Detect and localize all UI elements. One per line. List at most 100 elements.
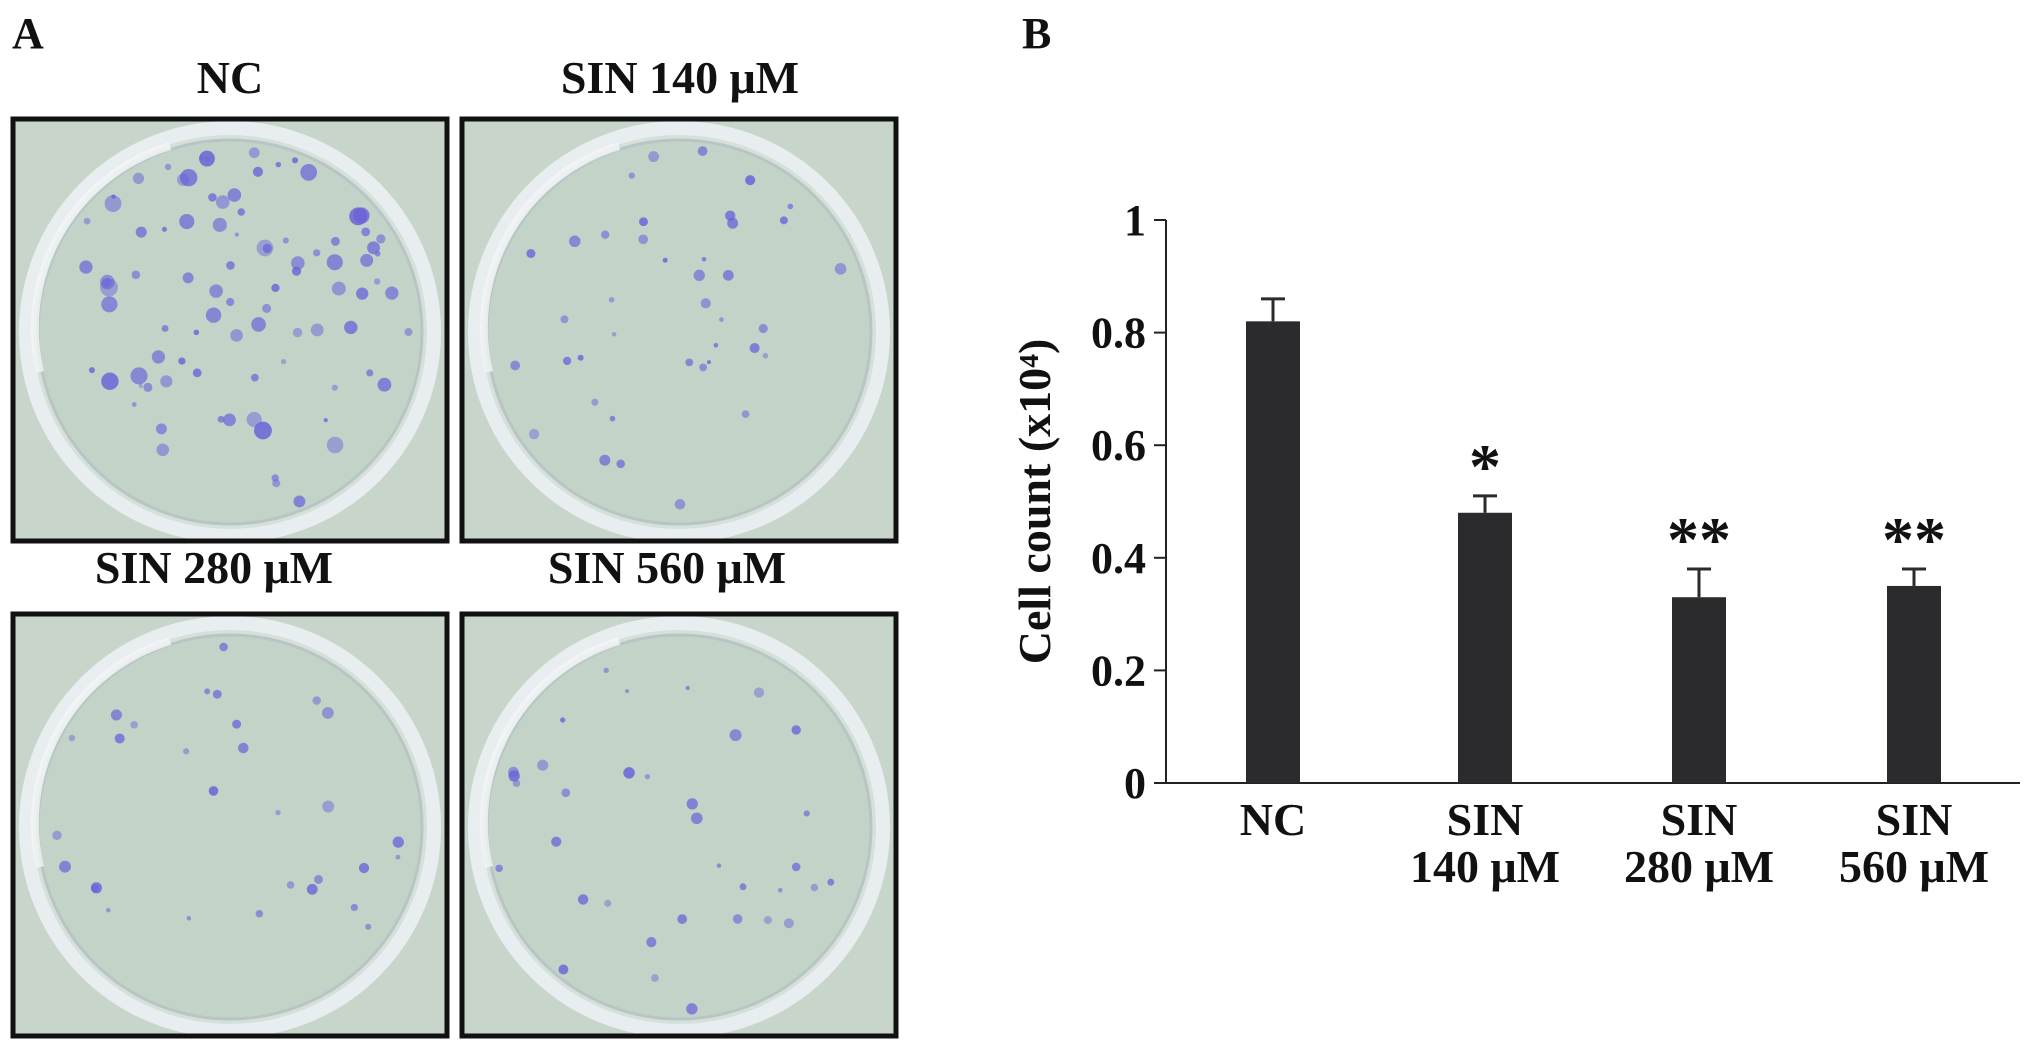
colony — [331, 281, 346, 296]
colony — [226, 261, 235, 270]
colony — [609, 415, 616, 422]
x-tick-label: 560 μM — [1839, 841, 1989, 892]
colony — [300, 163, 318, 181]
colony — [161, 324, 169, 332]
colony — [791, 862, 801, 872]
colony — [312, 696, 321, 705]
colony — [373, 278, 381, 285]
colony — [404, 328, 413, 337]
colony — [178, 357, 186, 365]
colony — [252, 166, 263, 177]
colony — [495, 864, 503, 873]
colony — [155, 423, 167, 435]
colony — [608, 296, 615, 303]
colony — [385, 286, 399, 300]
colony — [686, 1003, 698, 1015]
colony — [193, 329, 200, 336]
dish — [36, 633, 424, 1021]
colony — [356, 287, 369, 300]
bar — [1458, 512, 1512, 783]
dish — [485, 633, 873, 1021]
colony — [616, 459, 626, 469]
colony — [223, 413, 236, 427]
dish-reflection — [30, 142, 172, 373]
colony — [322, 800, 335, 813]
colony — [834, 263, 847, 275]
colony — [690, 812, 703, 825]
colony — [562, 356, 572, 366]
colony — [758, 323, 768, 334]
colony — [677, 914, 688, 924]
colony — [217, 415, 225, 423]
colony — [791, 725, 801, 735]
colony — [227, 188, 242, 202]
colony — [674, 498, 686, 510]
colony — [101, 372, 119, 390]
colony — [226, 297, 235, 307]
bar — [1672, 597, 1726, 783]
colony — [644, 773, 651, 780]
colony — [526, 249, 536, 259]
colony — [131, 270, 141, 280]
colony — [376, 234, 386, 244]
colony — [310, 323, 324, 337]
colony — [558, 964, 569, 975]
colony — [230, 329, 243, 342]
y-tick-label: 0 — [1124, 759, 1146, 808]
colony — [741, 410, 750, 419]
photo-panel: NC SIN 140 μM SIN 280 μM SIN 560 μM — [10, 52, 899, 1039]
colony — [510, 360, 521, 371]
photo-title: SIN 560 μM — [548, 542, 786, 593]
dish-reflection — [479, 142, 621, 373]
colony — [762, 352, 769, 359]
colony — [212, 217, 227, 232]
colony — [131, 402, 137, 407]
y-tick-label: 0.8 — [1091, 309, 1146, 358]
y-axis-label: Cell count (x10⁴) — [1009, 339, 1060, 665]
colony — [286, 881, 295, 889]
colony — [326, 254, 343, 271]
bar — [1887, 585, 1941, 783]
colony — [250, 373, 259, 382]
colony — [392, 836, 404, 848]
colony — [569, 235, 581, 248]
colony — [551, 836, 562, 847]
colony — [101, 296, 118, 313]
colony — [603, 667, 609, 674]
significance-label: ** — [1882, 504, 1946, 575]
colony — [537, 759, 549, 771]
colony — [138, 383, 143, 389]
colony — [208, 786, 219, 796]
colony — [779, 216, 788, 225]
colony — [114, 733, 125, 744]
bar — [1246, 321, 1300, 783]
colony — [651, 974, 659, 982]
significance-label: ** — [1667, 504, 1731, 575]
colony — [234, 232, 239, 237]
colony — [745, 175, 756, 186]
colony — [528, 428, 540, 440]
colony — [753, 687, 765, 698]
colony — [577, 354, 584, 361]
colony — [232, 719, 242, 729]
colony — [160, 375, 173, 388]
colony — [646, 937, 657, 948]
colony — [204, 688, 211, 695]
colony — [161, 226, 167, 232]
colony — [151, 350, 166, 364]
colony — [291, 256, 305, 270]
colony — [90, 882, 103, 894]
colony — [560, 315, 569, 324]
photo-frame — [10, 116, 450, 544]
colony — [628, 172, 635, 179]
colony — [313, 249, 321, 257]
colony — [280, 358, 287, 365]
colony — [662, 257, 668, 263]
x-tick-label: SIN — [1876, 794, 1953, 845]
colony — [693, 269, 705, 282]
colony — [271, 474, 279, 482]
colony — [238, 742, 249, 754]
colony — [601, 230, 610, 239]
